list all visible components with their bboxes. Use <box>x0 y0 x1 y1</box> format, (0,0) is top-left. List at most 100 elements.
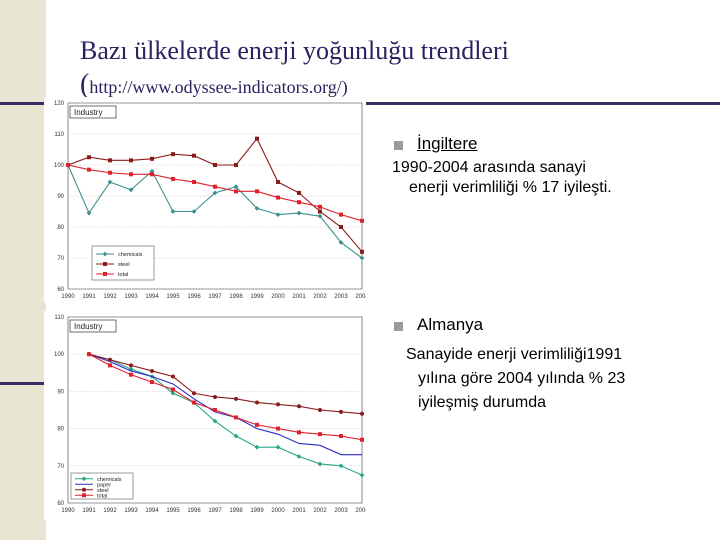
data-point-chemicals <box>338 240 344 245</box>
data-point-steel <box>276 180 280 185</box>
industry-tag-label: Industry <box>74 108 102 117</box>
legend-label-total: total <box>97 493 107 499</box>
data-point-steel <box>360 411 364 416</box>
data-point-steel <box>192 153 196 158</box>
data-point-chemicals <box>359 472 365 478</box>
legend-label-steel: steel <box>97 488 109 494</box>
x-tick-label: 2000 <box>271 294 285 300</box>
industry-tag-box <box>69 319 117 333</box>
note-germany-line3: iyileşmiş durumda <box>418 394 547 411</box>
data-point-total <box>150 172 154 177</box>
data-point-total <box>192 180 196 185</box>
x-tick-label: 2001 <box>292 294 306 300</box>
data-point-total <box>318 204 322 209</box>
x-tick-label: 1995 <box>166 294 180 300</box>
data-point-steel <box>276 402 280 407</box>
data-point-chemicals <box>233 184 239 190</box>
legend-label-chemicals: chemicals <box>97 477 122 483</box>
data-point-steel <box>339 225 343 229</box>
x-tick-label: 1999 <box>250 508 264 514</box>
data-point-chemicals <box>359 255 365 261</box>
y-tick-label: 70 <box>57 464 64 470</box>
legend-marker-steel <box>103 262 107 266</box>
x-tick-label: 1999 <box>250 294 264 300</box>
data-point-steel <box>129 363 133 368</box>
x-tick-label: 2001 <box>292 508 306 514</box>
data-point-total <box>66 163 70 167</box>
x-tick-label: 1994 <box>145 508 159 514</box>
data-point-steel <box>360 249 364 254</box>
data-point-total <box>255 189 259 194</box>
legend-label-chemicals: chemicals <box>118 252 143 258</box>
data-point-chemicals <box>191 209 197 214</box>
x-tick-label: 1990 <box>61 508 75 514</box>
data-point-chemicals <box>233 433 239 439</box>
data-point-total <box>213 184 217 189</box>
data-point-total <box>87 167 91 172</box>
x-tick-label: 1992 <box>103 508 117 514</box>
industry-tag-label: Industry <box>74 322 102 331</box>
data-point-total <box>318 432 322 437</box>
x-tick-label: 1993 <box>124 294 138 300</box>
data-point-total <box>234 415 238 420</box>
note-country-germany: Almanya <box>417 315 484 334</box>
y-tick-label: 60 <box>57 501 64 507</box>
x-tick-label: 2004 <box>355 294 366 300</box>
y-tick-label: 90 <box>57 194 64 200</box>
data-point-steel <box>192 391 196 396</box>
data-point-chemicals <box>317 213 323 219</box>
data-point-chemicals <box>212 190 218 196</box>
data-point-chemicals <box>128 187 134 193</box>
data-point-chemicals <box>170 390 176 396</box>
y-tick-label: 120 <box>54 101 65 107</box>
data-point-total <box>129 372 133 377</box>
data-point-chemicals <box>338 463 344 469</box>
legend-label-paper: paper <box>97 482 111 488</box>
y-tick-label: 90 <box>57 389 64 395</box>
x-tick-label: 2002 <box>313 508 327 514</box>
x-tick-label: 1990 <box>61 294 75 300</box>
legend-marker-total <box>103 272 107 276</box>
legend-box <box>70 472 134 500</box>
data-point-steel <box>213 163 217 167</box>
series-line-chemicals <box>88 353 363 476</box>
x-tick-label: 1996 <box>187 294 201 300</box>
y-tick-label: 60 <box>57 287 64 293</box>
data-point-chemicals <box>149 168 155 174</box>
data-point-steel <box>129 158 133 163</box>
data-point-total <box>129 172 133 177</box>
data-point-chemicals <box>254 206 260 211</box>
data-point-steel <box>234 396 238 401</box>
data-point-chemicals <box>212 418 218 424</box>
x-tick-label: 1994 <box>145 294 159 300</box>
data-point-total <box>171 387 175 392</box>
data-point-steel <box>213 394 217 399</box>
series-line-total <box>88 353 363 441</box>
data-point-steel <box>297 404 301 409</box>
data-point-steel <box>108 357 112 362</box>
note-uk-line1: 1990-2004 arasında sanayi <box>392 159 586 176</box>
x-tick-label: 1997 <box>208 294 222 300</box>
x-tick-label: 2000 <box>271 508 285 514</box>
data-point-steel <box>297 190 301 195</box>
x-tick-label: 1993 <box>124 508 138 514</box>
data-point-total <box>339 212 343 217</box>
note-country-uk: İngiltere <box>417 134 478 153</box>
data-point-total <box>297 200 301 205</box>
y-tick-label: 80 <box>57 427 64 433</box>
data-point-chemicals <box>317 461 323 467</box>
y-tick-label: 110 <box>54 132 64 138</box>
data-point-chemicals <box>86 210 92 216</box>
industry-tag-box <box>69 105 117 119</box>
data-point-total <box>150 380 154 385</box>
data-point-steel <box>339 409 343 414</box>
legend-marker-steel <box>82 487 86 492</box>
bullet-icon <box>394 322 403 331</box>
germany-industry-chart: 60 70 80 90 100 110 1990 1991 1992 1993 1994 1995 19… <box>44 311 366 520</box>
note-germany-line2: yılına göre 2004 yılında % 23 <box>418 370 626 387</box>
data-point-steel <box>150 156 154 161</box>
legend-label-steel: steel <box>118 262 130 268</box>
data-point-total <box>108 170 112 175</box>
data-point-total <box>276 195 280 200</box>
germany-industry-chart-svg: 60 70 80 90 100 110 1990 1991 1992 1993 1994 1995 19… <box>54 315 366 514</box>
